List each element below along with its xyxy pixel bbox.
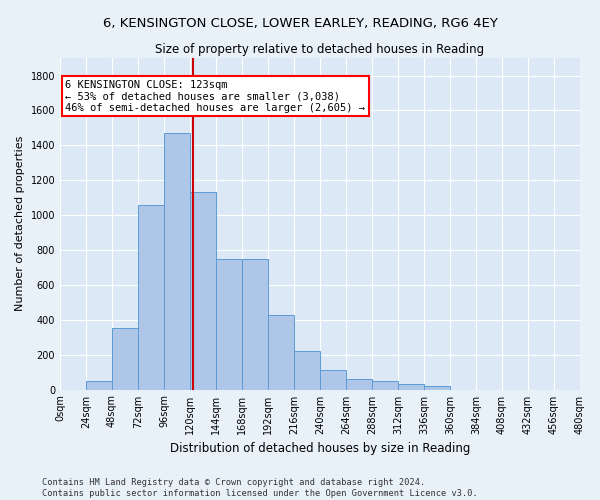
Bar: [294, 351, 320, 390]
Bar: [320, 370, 346, 390]
Bar: [424, 386, 450, 390]
Title: Size of property relative to detached houses in Reading: Size of property relative to detached ho…: [155, 42, 485, 56]
Text: Contains HM Land Registry data © Crown copyright and database right 2024.
Contai: Contains HM Land Registry data © Crown c…: [42, 478, 478, 498]
Bar: [398, 384, 424, 390]
Bar: [164, 133, 190, 390]
X-axis label: Distribution of detached houses by size in Reading: Distribution of detached houses by size …: [170, 442, 470, 455]
Y-axis label: Number of detached properties: Number of detached properties: [15, 136, 25, 312]
Bar: [268, 314, 294, 390]
Text: 6, KENSINGTON CLOSE, LOWER EARLEY, READING, RG6 4EY: 6, KENSINGTON CLOSE, LOWER EARLEY, READI…: [103, 18, 497, 30]
Bar: [86, 381, 112, 390]
Bar: [242, 258, 268, 390]
Bar: [190, 192, 216, 390]
Bar: [372, 381, 398, 390]
Bar: [346, 379, 372, 390]
Bar: [216, 258, 242, 390]
Bar: [138, 204, 164, 390]
Text: 6 KENSINGTON CLOSE: 123sqm
← 53% of detached houses are smaller (3,038)
46% of s: 6 KENSINGTON CLOSE: 123sqm ← 53% of deta…: [65, 80, 365, 113]
Bar: [112, 328, 138, 390]
